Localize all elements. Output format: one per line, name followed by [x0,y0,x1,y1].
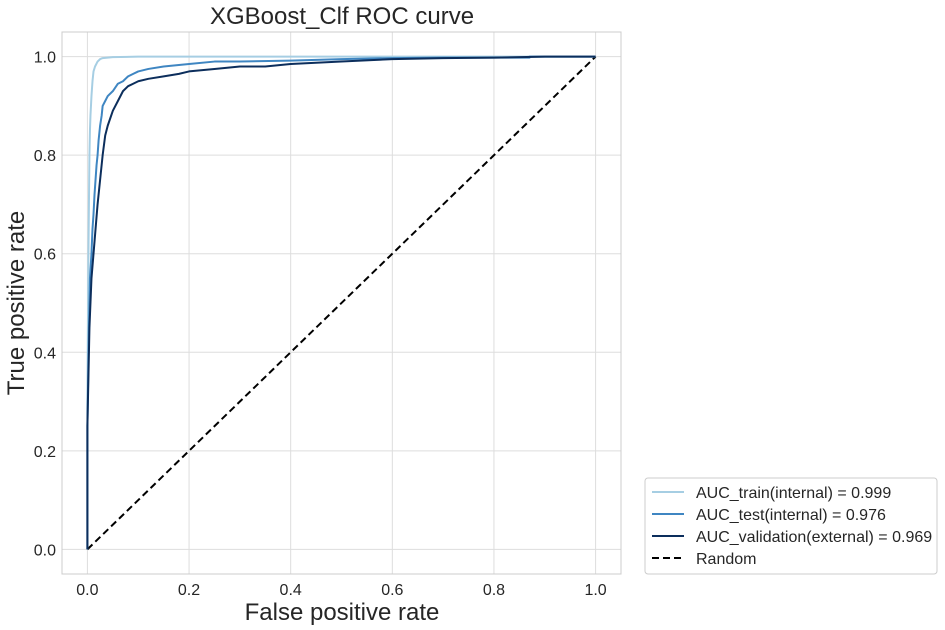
x-tick-label: 0.4 [280,582,302,599]
y-tick-label: 0.2 [34,444,56,461]
legend-label-0: AUC_train(internal) = 0.999 [696,485,891,502]
series-line-2 [86,55,596,550]
plot-frame [61,31,622,575]
series-layer [86,55,597,551]
x-tick-label: 0.8 [483,582,505,599]
y-tick-label: 0.6 [34,247,56,264]
chart-title: XGBoost_Clf ROC curve [210,3,474,30]
legend-box [644,477,938,575]
legend-label-1: AUC_test(internal) = 0.976 [696,507,886,524]
legend: AUC_train(internal) = 0.999 AUC_test(inte… [644,477,938,575]
y-axis-label: True positive rate [3,211,30,396]
legend-label-2: AUC_validation(external) = 0.969 [696,529,932,546]
y-tick-label: 0.8 [34,148,56,165]
x-tick-label: 0.2 [178,582,200,599]
legend-items: AUC_train(internal) = 0.999 AUC_test(inte… [652,485,932,568]
series-line-3 [86,55,597,551]
x-tick-label: 0.6 [381,582,403,599]
tick-labels: 0.0 0.2 0.4 0.6 0.8 1.0 0.0 0.2 0.4 0.6 0.8 1.0 [34,50,607,599]
x-axis-label: False positive rate [245,599,440,626]
grid [62,32,621,574]
y-tick-label: 1.0 [34,50,56,67]
y-tick-label: 0.0 [34,542,56,559]
x-tick-label: 1.0 [584,582,606,599]
x-tick-label: 0.0 [76,582,98,599]
series-line-0 [86,55,596,550]
legend-label-3: Random [696,551,756,568]
series-line-1 [86,55,596,550]
y-tick-label: 0.4 [34,345,56,362]
